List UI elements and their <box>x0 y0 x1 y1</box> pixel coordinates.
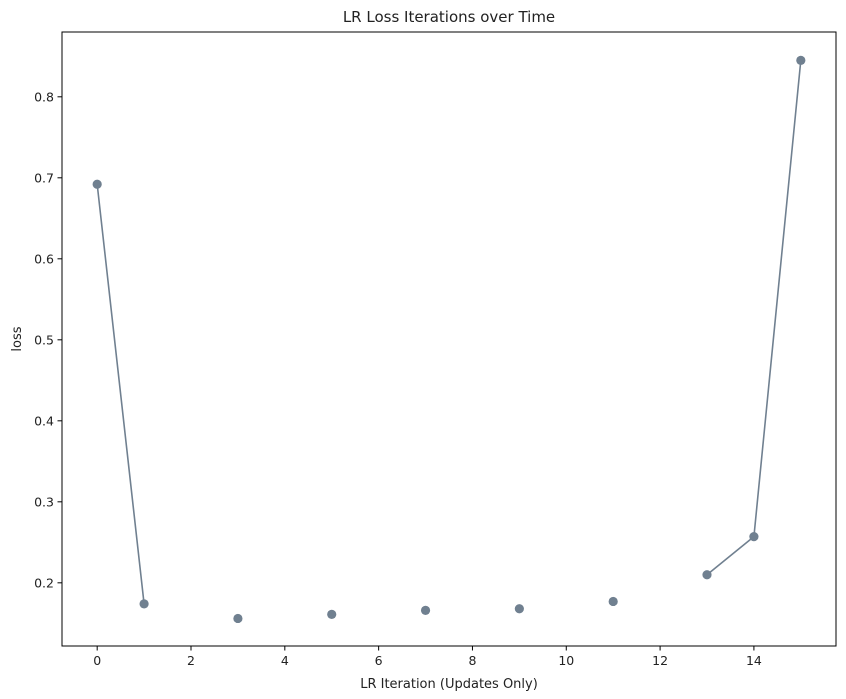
series-line-segment <box>96 183 145 605</box>
chart-title: LR Loss Iterations over Time <box>343 8 555 26</box>
data-point <box>749 532 759 542</box>
x-tick-label: 10 <box>558 653 574 668</box>
data-point <box>796 55 806 65</box>
data-point <box>420 605 431 615</box>
x-tick-label: 8 <box>468 653 476 668</box>
data-point <box>92 179 102 189</box>
x-tick-label: 4 <box>281 653 289 668</box>
y-axis-title: loss <box>10 326 25 351</box>
data-point <box>327 609 337 620</box>
data-point <box>514 604 524 614</box>
plot-area <box>61 31 837 647</box>
data-point <box>139 599 149 609</box>
x-tick-label: 12 <box>652 653 668 668</box>
y-tick-label: 0.6 <box>34 251 54 266</box>
y-tick-label: 0.8 <box>34 89 54 104</box>
data-point <box>702 570 712 580</box>
plot-frame <box>61 31 837 647</box>
x-tick-label: 14 <box>746 653 762 668</box>
x-tick-label: 6 <box>375 653 383 668</box>
y-tick-label: 0.5 <box>34 332 54 347</box>
y-tick-label: 0.7 <box>34 170 54 185</box>
y-tick-label: 0.2 <box>34 575 54 590</box>
x-axis-title: LR Iteration (Updates Only) <box>360 677 538 692</box>
y-axis-ticks: 0.2 0.3 0.4 0.5 0.6 0.7 0.8 <box>34 89 62 590</box>
series-points <box>92 55 806 624</box>
data-point <box>233 613 243 624</box>
x-tick-label: 2 <box>187 653 195 668</box>
series-line-segment <box>753 59 802 538</box>
x-tick-label: 0 <box>93 653 101 668</box>
series-line-segment <box>706 535 755 576</box>
series-lines <box>96 59 802 605</box>
x-axis-ticks: 0 2 4 6 8 10 12 14 <box>93 646 762 668</box>
y-tick-label: 0.3 <box>34 494 54 509</box>
data-point <box>608 596 618 607</box>
y-tick-label: 0.4 <box>34 413 54 428</box>
